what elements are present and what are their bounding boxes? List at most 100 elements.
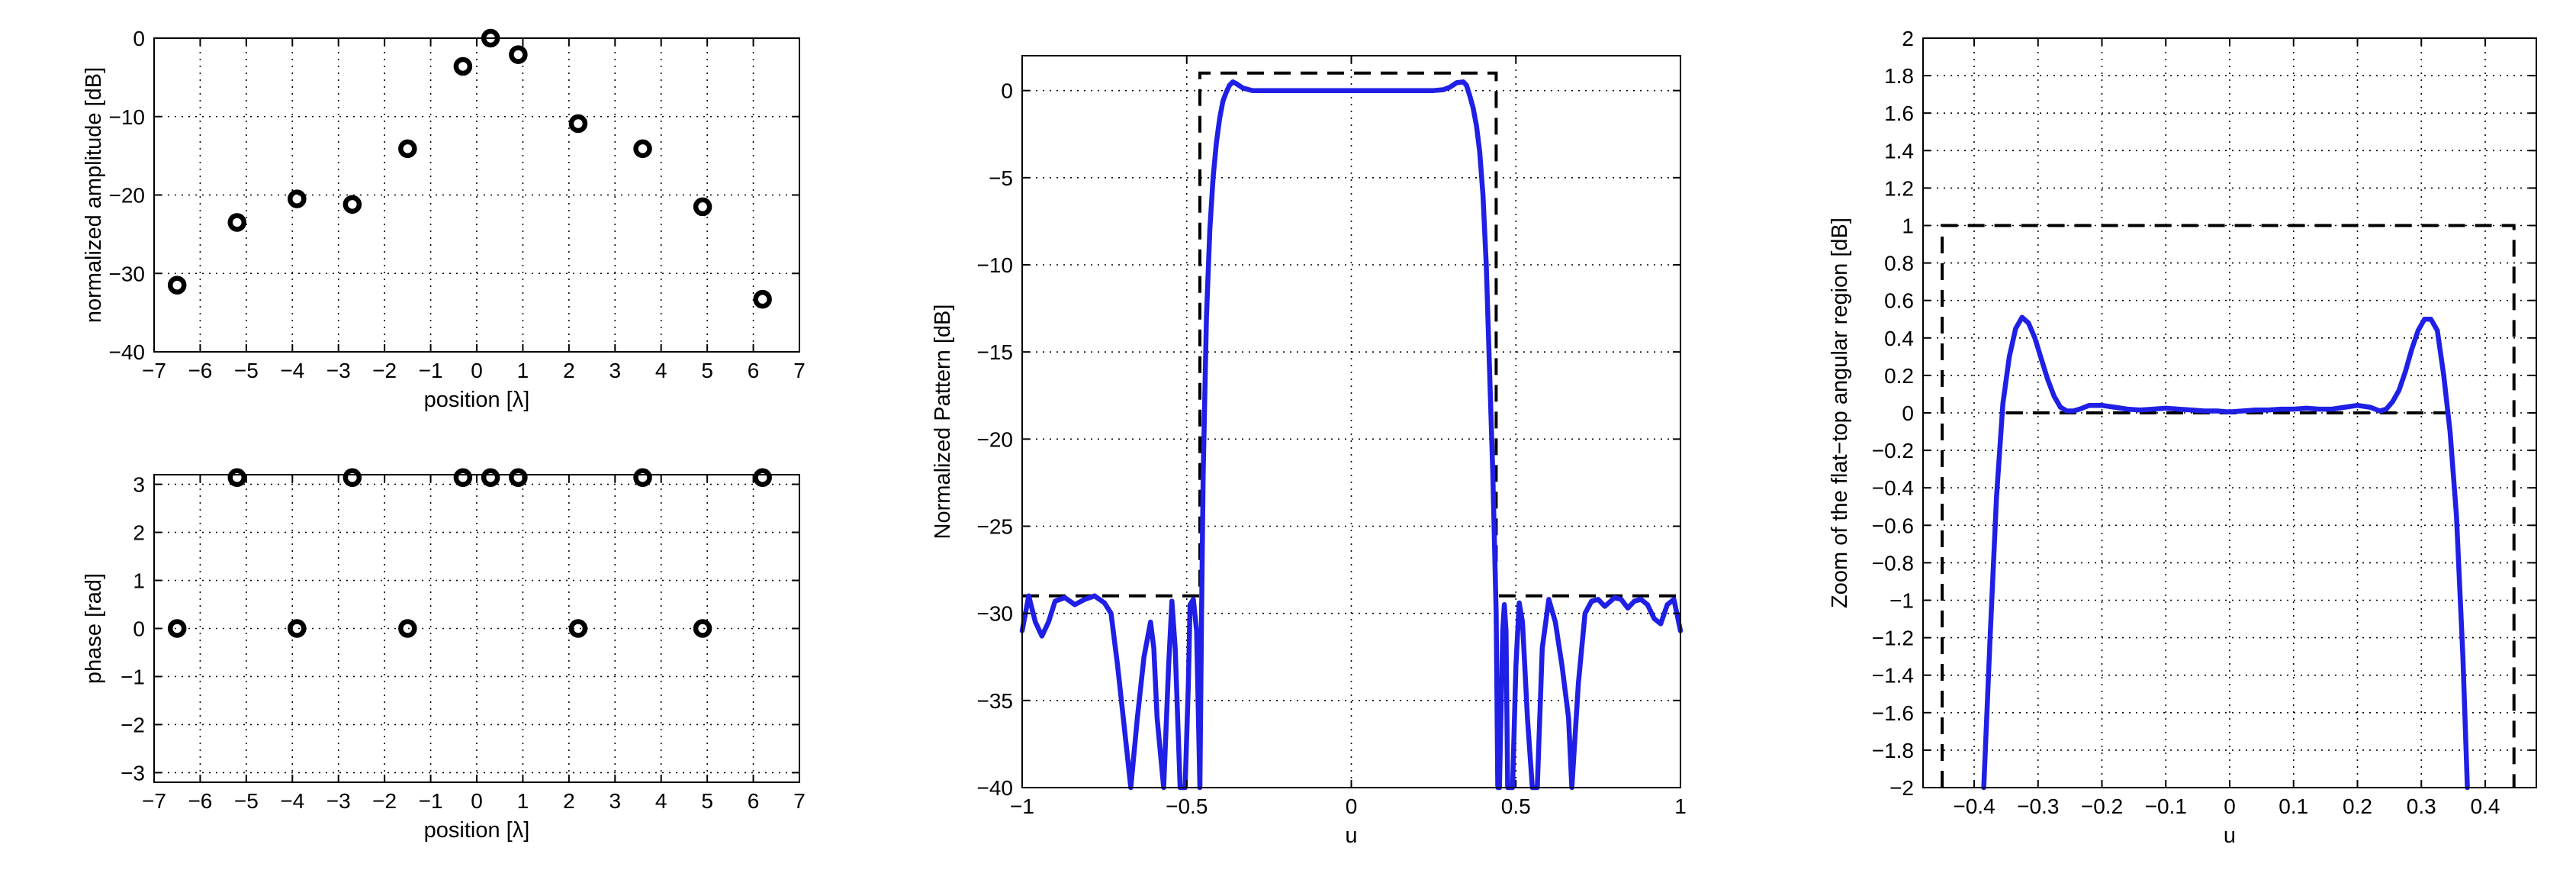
zoom-ytick-label: 0.8 [1884, 252, 1914, 276]
amp-xtick-label: 3 [609, 359, 621, 382]
phase-xtick-label: 6 [748, 789, 760, 813]
phase-point [753, 468, 772, 488]
phase-axes: −7 −6 −5 −4 −3 −2 −1 0 1 2 3 4 5 6 7 3 2 1 0 −1 −2 −3 position… [82, 468, 806, 843]
phase-xlabel: position [λ] [424, 818, 530, 843]
amp-xtick-label: −3 [326, 359, 351, 382]
phase-ytick-label: −3 [121, 761, 145, 785]
pattern-ytick-label: −10 [977, 253, 1014, 277]
amp-ytick-label: −40 [109, 340, 146, 364]
amp-ytick-label: 0 [133, 27, 145, 50]
amp-xtick-label: 1 [517, 359, 529, 382]
amp-point [398, 139, 417, 159]
amp-ylabel: normalized amplitude [dB] [82, 67, 106, 323]
phase-point [398, 619, 417, 638]
phase-xtick-label: −7 [142, 789, 166, 813]
phase-point [453, 468, 473, 488]
phase-xtick-label: 2 [563, 789, 575, 813]
zoom-ytick-label: 1.4 [1884, 139, 1914, 163]
zoom-xtick-label: −0.1 [2145, 794, 2187, 818]
amp-point [633, 139, 652, 159]
zoom-series-pattern [1981, 314, 2470, 791]
amp-axes: −7 −6 −5 −4 −3 −2 −1 0 1 2 3 4 5 6 70−10−20−30−40posit… [82, 27, 806, 412]
zoom-xtick-label: 0 [2224, 794, 2236, 818]
amp-xtick-label: −2 [372, 359, 397, 382]
pattern-series-pattern [1019, 79, 1684, 791]
amp-xtick-label: −7 [142, 359, 166, 382]
pattern-ytick-label: −35 [977, 689, 1014, 713]
pattern-xtick-label: 1 [1674, 794, 1687, 818]
zoom-xtick-label: 0.2 [2343, 794, 2372, 818]
zoom-ytick-label: −1.6 [1872, 701, 1914, 725]
phase-ylabel: phase [rad] [82, 573, 106, 684]
pattern-plot-area [1022, 56, 1680, 788]
phase-point [288, 619, 307, 638]
zoom-ytick-label: −0.4 [1872, 476, 1914, 500]
phase-ytick-label: 2 [133, 521, 145, 545]
zoom-series-dashed-mask [1941, 224, 2516, 788]
pattern-xtick-label: 0.5 [1501, 794, 1531, 818]
zoom-ytick-label: 0.2 [1884, 364, 1914, 388]
amp-xtick-label: 4 [655, 359, 667, 382]
zoom-ytick-label: −0.6 [1872, 514, 1914, 537]
zoom-ylabel: Zoom of the flat−top angular region [dB] [1828, 218, 1852, 608]
phase-xtick-label: 3 [609, 789, 621, 813]
zoom-ytick-label: 0.4 [1884, 327, 1914, 350]
amp-xtick-label: 7 [793, 359, 806, 382]
phase-xtick-label: 0 [471, 789, 483, 813]
phase-point [509, 468, 528, 488]
zoom-xtick-label: 0.4 [2471, 794, 2500, 818]
amp-xtick-label: −6 [188, 359, 212, 382]
phase-point [568, 619, 588, 638]
pattern-xtick-label: 0 [1346, 794, 1358, 818]
amp-xtick-label: −5 [234, 359, 259, 382]
pattern-ytick-label: −30 [977, 602, 1014, 626]
pattern-xlabel: u [1345, 823, 1357, 848]
phase-xtick-label: −6 [188, 789, 212, 813]
amp-xtick-label: 5 [701, 359, 713, 382]
zoom-ytick-label: 1.2 [1884, 176, 1914, 200]
pattern-xtick-label: −1 [1010, 794, 1034, 818]
phase-ytick-label: 3 [133, 473, 145, 497]
amp-point [453, 56, 473, 76]
pattern-ytick-label: −40 [977, 776, 1014, 800]
zoom-ytick-label: −1.8 [1872, 739, 1914, 762]
zoom-xtick-label: −0.3 [2017, 794, 2059, 818]
zoom-xtick-label: 0.3 [2407, 794, 2436, 818]
phase-xtick-label: 1 [517, 789, 529, 813]
zoom-ytick-label: −2 [1889, 776, 1914, 800]
phase-xtick-label: −2 [372, 789, 397, 813]
phase-point [693, 619, 712, 638]
amp-point [167, 276, 187, 295]
phase-point [343, 468, 362, 488]
zoom-axes: −0.4 −0.3 −0.2 −0.1 0 0.1 0.2 0.3 0.4 2 1.8 1.6 1.4 1… [1828, 27, 2537, 848]
amp-ytick-label: −10 [109, 105, 146, 129]
phase-ytick-label: −2 [121, 713, 145, 736]
pattern-ytick-label: 0 [1001, 79, 1013, 103]
zoom-xtick-label: −0.2 [2081, 794, 2123, 818]
amp-point [509, 45, 528, 64]
phase-xtick-label: 7 [793, 789, 806, 813]
zoom-ytick-label: −0.2 [1872, 439, 1914, 462]
amp-point [227, 213, 247, 232]
zoom-ytick-label: 1 [1902, 214, 1914, 238]
zoom-ytick-label: −1.2 [1872, 627, 1914, 650]
amp-xtick-label: −4 [280, 359, 304, 382]
pattern-ytick-label: −20 [977, 427, 1014, 451]
phase-xtick-label: −1 [419, 789, 443, 813]
phase-point [227, 468, 247, 488]
pattern-ytick-label: −5 [989, 166, 1013, 190]
zoom-ytick-label: −1 [1889, 589, 1914, 613]
phase-xtick-label: −4 [280, 789, 304, 813]
zoom-ytick-label: 0.6 [1884, 289, 1914, 313]
pattern-ytick-label: −25 [977, 515, 1014, 539]
phase-xtick-label: 5 [701, 789, 713, 813]
pattern-xtick-label: −0.5 [1166, 794, 1208, 818]
zoom-ytick-label: 2 [1902, 27, 1914, 50]
amp-xtick-label: 0 [471, 359, 483, 382]
phase-point [481, 468, 500, 488]
amp-point [288, 189, 307, 208]
phase-point [633, 468, 652, 488]
amp-point [753, 289, 772, 309]
pattern-axes: −1 −0.5 0 0.5 1 0 −5 −10 −15 −20 −25 −30 −35 −40 u Norm… [931, 55, 1687, 848]
